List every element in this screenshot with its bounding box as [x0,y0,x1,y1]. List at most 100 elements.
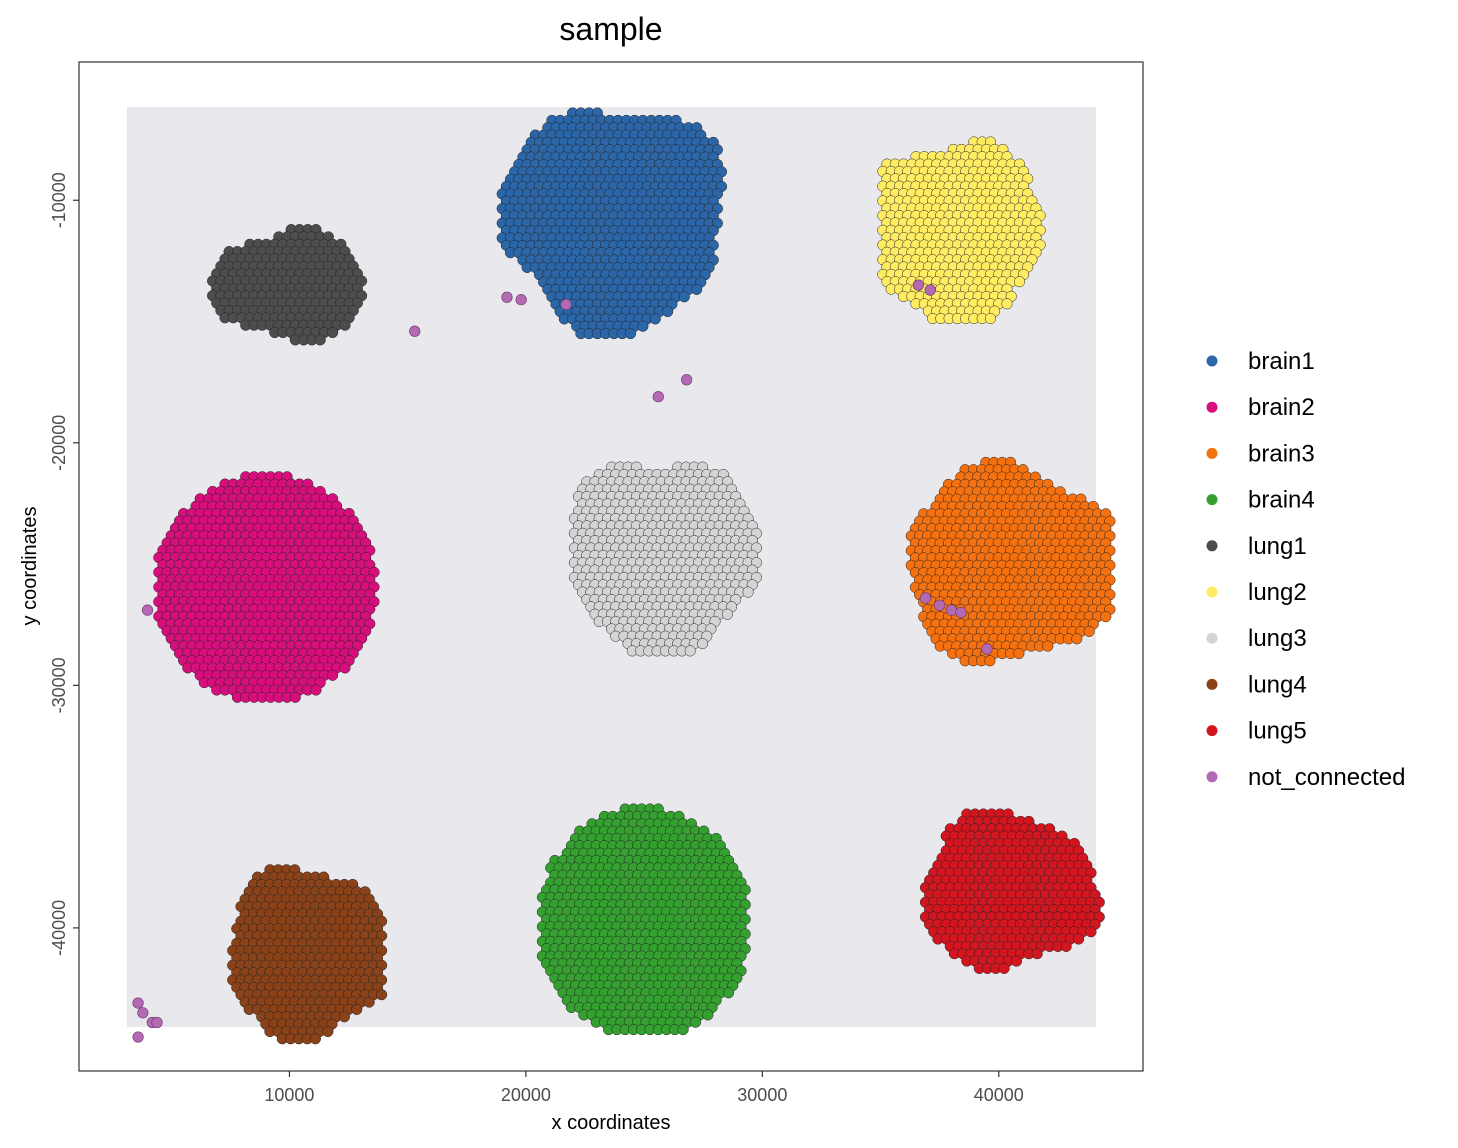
point-not_connected [924,284,936,296]
legend-key [1206,632,1218,644]
point-not_connected [141,604,154,616]
y-axis-title: y coordinates [19,507,41,626]
series-brain3 [905,456,1116,667]
point-not_connected [132,997,144,1009]
legend-item-brain1: brain1 [1206,348,1315,375]
series-brain2 [153,471,380,703]
point-lung4 [363,996,375,1008]
point-lung5 [1060,940,1072,952]
series-brain1 [496,107,728,340]
point-brain3 [1071,633,1083,645]
point-brain2 [310,684,322,696]
point-lung4 [322,1025,334,1038]
legend-item-lung1: lung1 [1206,533,1307,560]
point-brain3 [984,655,996,667]
point-lung5 [1073,933,1085,945]
x-tick-label: 30000 [737,1085,787,1105]
legend-label: lung1 [1248,533,1307,560]
point-lung3 [721,608,733,620]
legend-label: not_connected [1248,764,1405,791]
point-not_connected [912,279,924,291]
x-axis: 10000 20000 30000 40000 [264,1071,1024,1105]
point-brain1 [691,283,703,295]
legend-key [1206,401,1218,413]
point-lung1 [339,319,351,331]
y-tick-label: -40000 [49,900,69,956]
point-lung4 [309,1033,321,1045]
legend-label: brain2 [1248,394,1315,421]
point-lung2 [1001,298,1013,310]
chart-title: sample [559,11,662,47]
point-not_connected [919,592,932,604]
point-brain1 [662,305,674,318]
legend-label: lung4 [1248,671,1307,698]
point-lung3 [684,645,696,657]
legend-label: brain3 [1248,440,1315,467]
point-lung2 [984,312,997,325]
legend-key [1206,355,1218,367]
point-brain1 [649,313,661,325]
x-tick-label: 10000 [264,1085,314,1105]
point-brain1 [624,328,637,340]
legend-key [1206,494,1218,506]
legend-item-brain4: brain4 [1206,487,1315,514]
legend-key [1206,540,1218,552]
y-tick-label: -20000 [49,415,69,471]
cluster-spots [132,107,1116,1045]
point-not_connected [501,291,513,303]
point-lung1 [327,326,339,339]
legend-item-lung4: lung4 [1206,671,1307,698]
legend-label: lung3 [1248,625,1307,652]
point-not_connected [409,325,421,337]
point-brain1 [678,291,690,303]
point-not_connected [151,1016,163,1029]
point-brain3 [1083,625,1095,637]
legend-label: brain1 [1248,348,1315,375]
point-not_connected [515,294,527,306]
point-not_connected [132,1031,144,1043]
point-brain4 [702,1009,714,1021]
point-brain3 [1013,647,1025,660]
legend-label: lung5 [1248,718,1307,745]
legend-label: brain4 [1248,487,1315,514]
legend-key [1206,771,1218,783]
point-lung2 [1013,276,1026,288]
point-not_connected [981,643,993,655]
point-brain2 [327,669,339,681]
point-brain3 [1100,611,1112,623]
point-brain2 [289,691,301,703]
legend-item-lung5: lung5 [1206,718,1307,745]
point-lung5 [1031,948,1043,960]
x-axis-title: x coordinates [552,1112,671,1134]
point-not_connected [652,391,664,403]
point-lung1 [314,334,326,346]
point-not_connected [681,374,693,386]
point-brain3 [1042,640,1054,652]
point-lung5 [998,962,1010,974]
point-lung5 [1085,926,1097,938]
x-tick-label: 40000 [974,1085,1024,1105]
legend: brain1 brain2 brain3 brain4 lung1 lung2 lung3 l… [1206,348,1405,791]
legend-key [1206,725,1218,737]
point-brain4 [677,1024,689,1036]
point-not_connected [934,599,946,611]
point-not_connected [560,298,572,311]
legend-item-lung3: lung3 [1206,625,1307,652]
point-not_connected [945,604,958,616]
point-lung3 [697,638,709,650]
y-tick-label: -30000 [49,657,69,713]
point-brain4 [723,987,735,999]
legend-label: lung2 [1248,579,1307,606]
legend-item-brain2: brain2 [1206,394,1315,421]
legend-item-brain3: brain3 [1206,440,1315,467]
legend-item-lung2: lung2 [1206,579,1307,606]
point-brain1 [637,320,649,332]
point-lung3 [742,586,754,598]
point-not_connected [137,1007,149,1019]
point-not_connected [955,606,967,619]
y-axis: -10000 -20000 -30000 -40000 [49,172,79,956]
point-lung4 [351,1003,363,1015]
point-lung5 [1010,955,1023,967]
point-lung4 [376,989,388,1001]
